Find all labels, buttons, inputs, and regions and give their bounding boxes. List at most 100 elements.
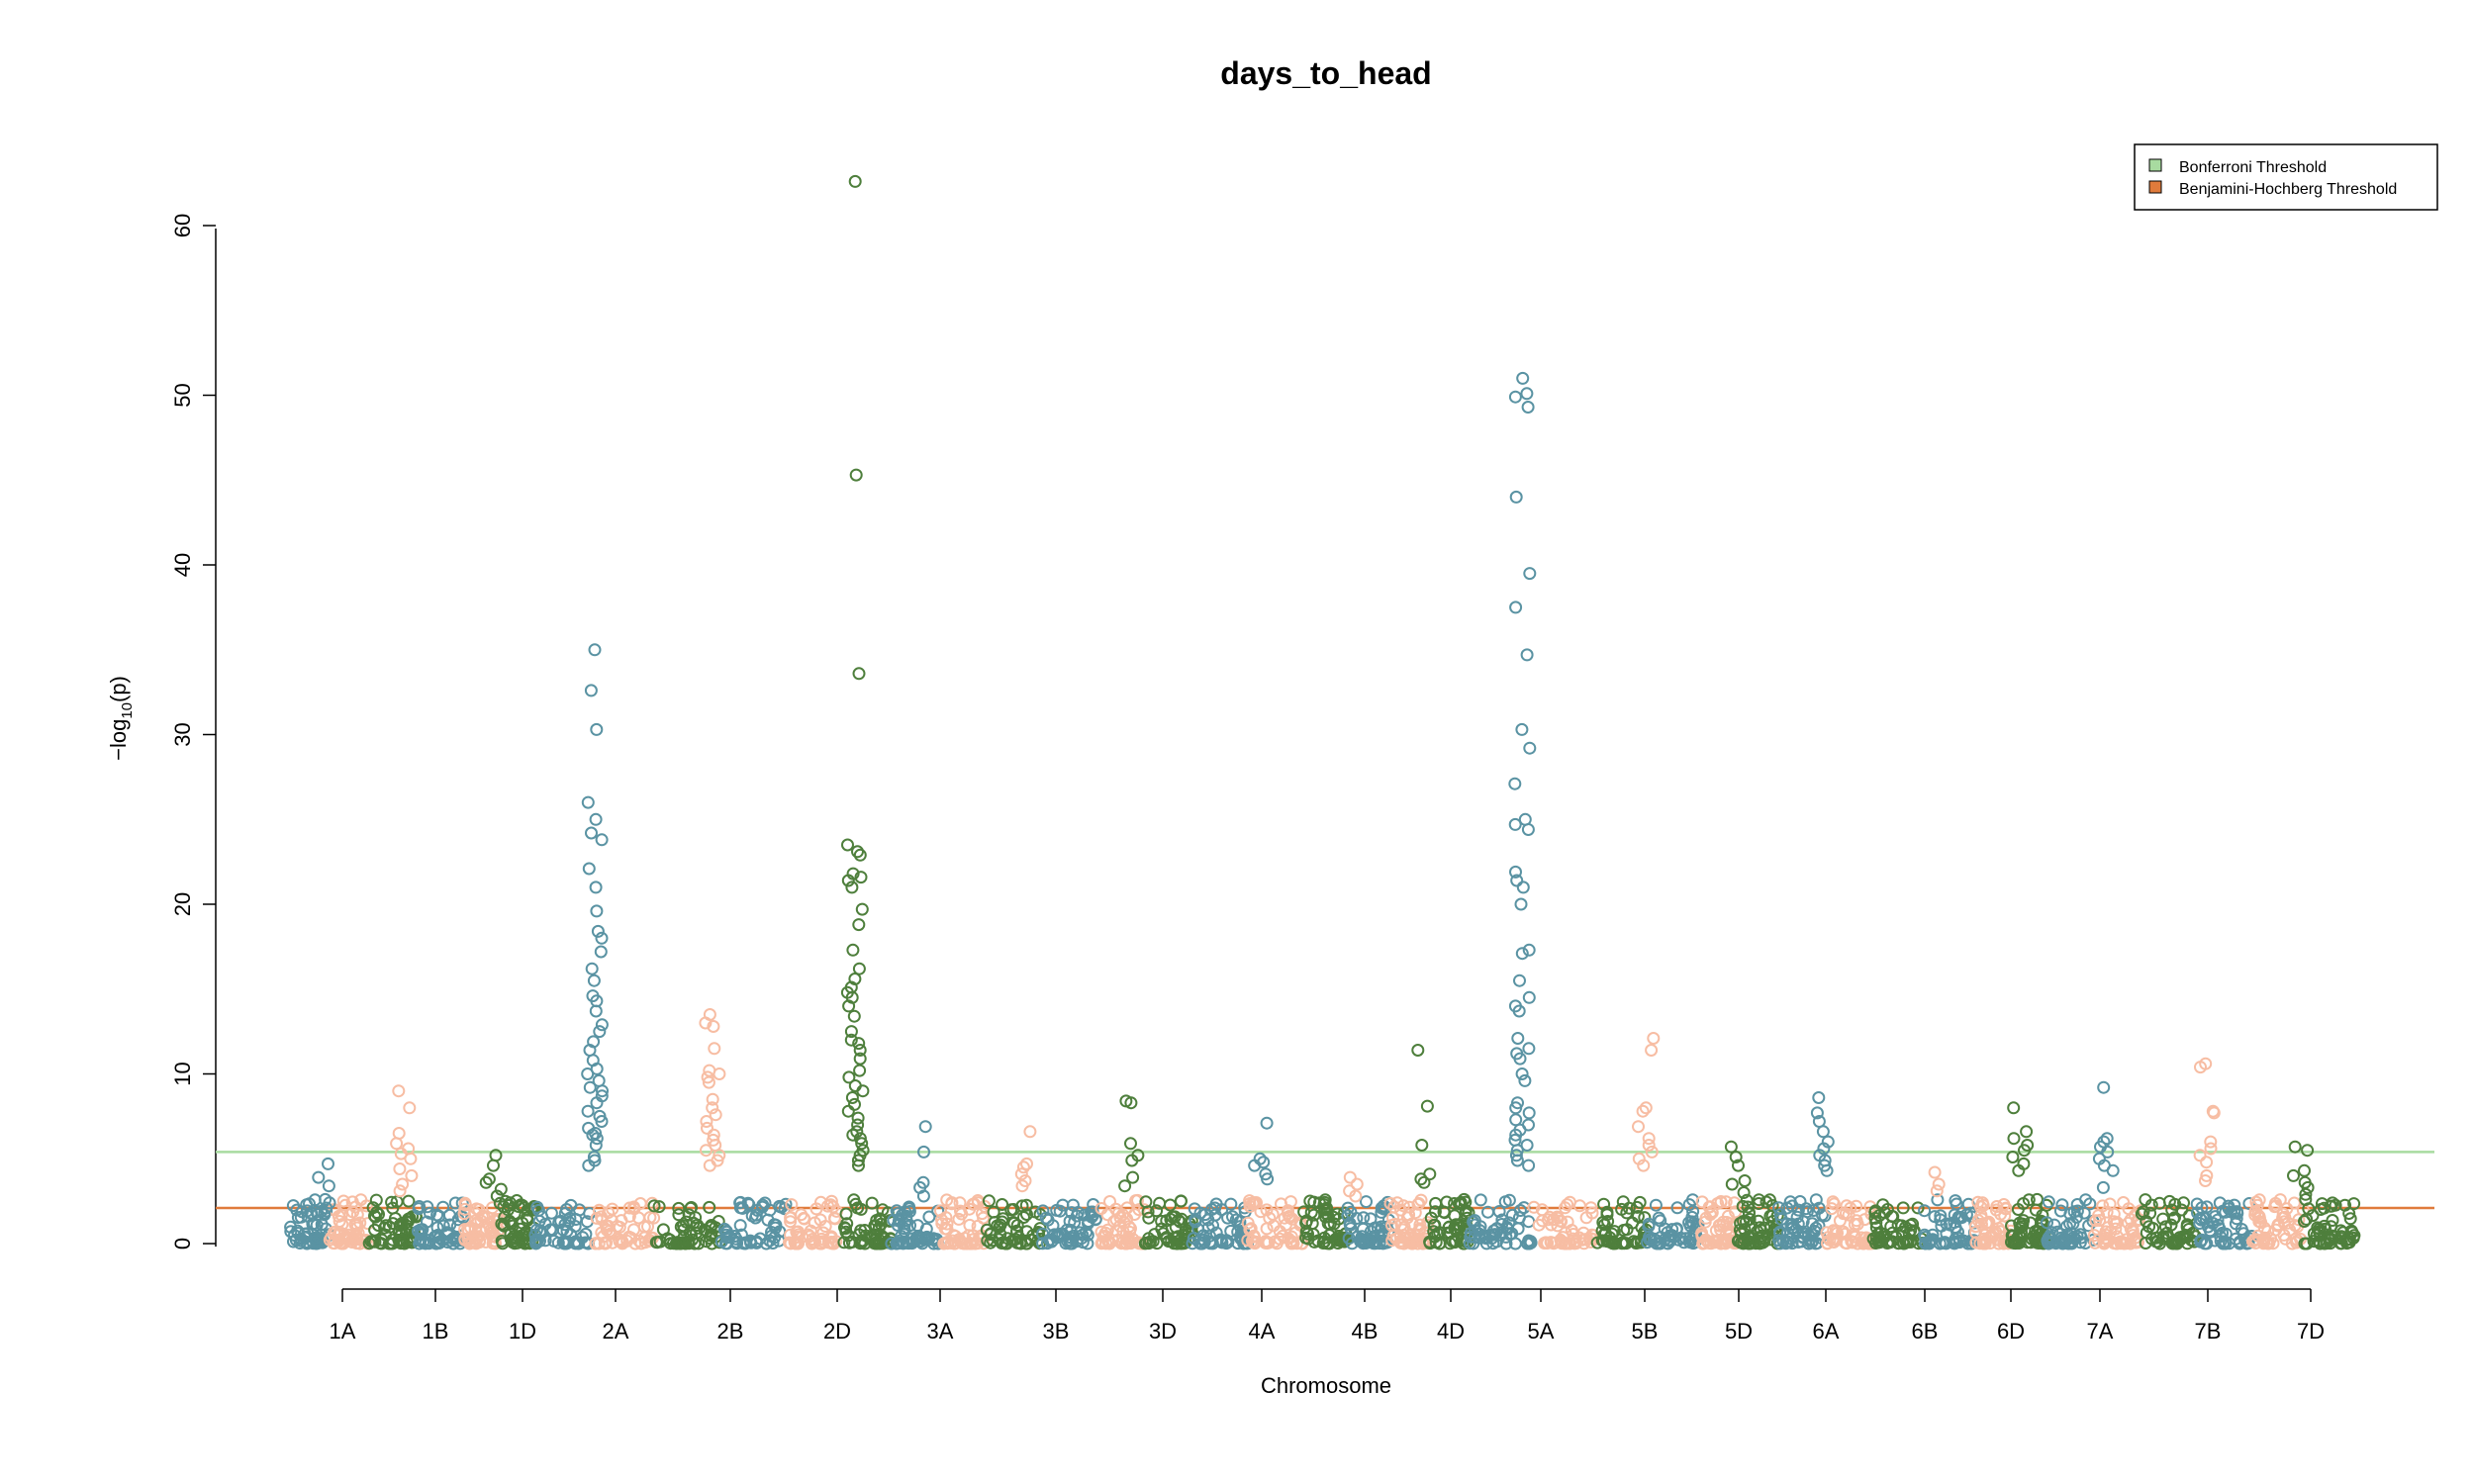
- snp-point: [2043, 1230, 2056, 1244]
- snp-point: [2041, 1216, 2053, 1230]
- snp-point: [2329, 1230, 2342, 1244]
- snp-point: [783, 1236, 796, 1250]
- chromosome-3D-points: [1094, 1193, 1151, 1251]
- snp-point: [1208, 1201, 1222, 1215]
- snp-point: [2345, 1226, 2359, 1240]
- snp-point: [1146, 1235, 1160, 1249]
- snp-point: [335, 1218, 349, 1232]
- snp-point: [874, 1214, 888, 1228]
- snp-point: [2096, 1180, 2110, 1194]
- x-tick-label: 5B: [1632, 1319, 1659, 1344]
- chromosome-5A-points: [1463, 1193, 1538, 1251]
- legend-label-bonferroni: Bonferroni Threshold: [2179, 159, 2327, 176]
- snp-point: [1738, 1174, 1752, 1187]
- snp-point: [2092, 1209, 2106, 1223]
- snp-point: [1700, 1234, 1714, 1248]
- snp-point: [1617, 1237, 1631, 1251]
- snp-point: [1608, 1237, 1622, 1251]
- snp-point: [912, 1235, 926, 1249]
- snp-point: [1440, 1195, 1454, 1209]
- snp-point: [687, 1216, 701, 1230]
- snp-point: [1773, 1227, 1787, 1241]
- snp-point: [315, 1204, 329, 1218]
- snp-point: [706, 1101, 719, 1115]
- snp-point: [1597, 1197, 1611, 1211]
- chromosome-6D-peak: [2006, 1101, 2035, 1177]
- snp-point: [390, 1137, 404, 1151]
- snp-point: [1851, 1217, 1864, 1231]
- snp-point: [1417, 1175, 1431, 1189]
- snp-point: [1753, 1221, 1766, 1235]
- chromosome-3B-points: [980, 1194, 1047, 1251]
- snp-point: [573, 1203, 586, 1217]
- snp-point: [1620, 1223, 1634, 1237]
- chromosome-7D-points: [2298, 1193, 2361, 1251]
- snp-point: [2178, 1230, 2192, 1244]
- snp-point: [955, 1207, 969, 1221]
- snp-point: [1645, 1232, 1659, 1246]
- snp-point: [844, 1033, 858, 1047]
- snp-point: [1527, 1200, 1541, 1214]
- snp-point: [1261, 1172, 1275, 1186]
- chromosome-2A-points: [589, 1196, 661, 1251]
- snp-point: [1356, 1236, 1370, 1250]
- snp-point: [2097, 1080, 2111, 1094]
- y-tick-label: 20: [170, 892, 195, 916]
- snp-point: [1341, 1209, 1355, 1223]
- snp-point: [430, 1208, 444, 1222]
- snp-point: [1449, 1218, 1463, 1232]
- snp-point: [1450, 1224, 1463, 1238]
- chromosome-5D-points: [1695, 1195, 1744, 1251]
- snp-point: [645, 1196, 659, 1210]
- snp-point: [1752, 1193, 1765, 1207]
- snp-point: [2193, 1149, 2207, 1162]
- snp-point: [1741, 1200, 1755, 1214]
- snp-point: [1714, 1195, 1728, 1208]
- snp-point: [824, 1230, 838, 1244]
- snp-point: [1826, 1195, 1840, 1209]
- snp-point: [1070, 1209, 1084, 1223]
- snp-point: [2055, 1237, 2069, 1251]
- snp-point: [1836, 1225, 1850, 1239]
- y-tick-label: 50: [170, 383, 195, 407]
- snp-point: [1639, 1101, 1653, 1115]
- snp-point: [1998, 1209, 2012, 1223]
- snp-point: [1321, 1217, 1335, 1231]
- snp-point: [286, 1199, 300, 1213]
- snp-point: [1317, 1198, 1331, 1211]
- chromosome-2D-points: [783, 1194, 843, 1251]
- snp-point: [847, 1009, 861, 1023]
- chromosome-7A-points: [2087, 1196, 2147, 1251]
- snp-point: [1414, 1172, 1428, 1186]
- snp-point: [2195, 1213, 2208, 1227]
- snp-point: [2006, 1151, 2020, 1163]
- snp-point: [1081, 1228, 1094, 1242]
- snp-point: [1458, 1192, 1471, 1206]
- snp-point: [582, 1159, 596, 1172]
- snp-point: [699, 1016, 713, 1030]
- snp-point: [589, 1004, 603, 1018]
- snp-point: [1139, 1195, 1153, 1209]
- snp-point: [1508, 390, 1522, 404]
- snp-point: [719, 1224, 733, 1238]
- chromosome-4A-points: [1241, 1194, 1309, 1251]
- snp-point: [1124, 1137, 1137, 1151]
- snp-point: [622, 1201, 636, 1215]
- snp-point: [1555, 1237, 1569, 1251]
- snp-point: [362, 1237, 376, 1251]
- snp-point: [2311, 1221, 2325, 1235]
- snp-point: [581, 1104, 595, 1118]
- snp-point: [2247, 1234, 2261, 1248]
- snp-point: [652, 1200, 666, 1214]
- snp-point: [1576, 1233, 1590, 1247]
- snp-point: [556, 1236, 570, 1250]
- snp-point: [1429, 1196, 1443, 1210]
- snp-point: [853, 1044, 867, 1057]
- x-axis-label: Chromosome: [1261, 1373, 1391, 1398]
- snp-point: [585, 826, 598, 840]
- snp-point: [744, 1236, 758, 1250]
- snp-point: [1160, 1231, 1174, 1245]
- snp-point: [1508, 817, 1522, 831]
- chromosome-4A-points: [1186, 1197, 1254, 1251]
- snp-point: [1259, 1236, 1273, 1250]
